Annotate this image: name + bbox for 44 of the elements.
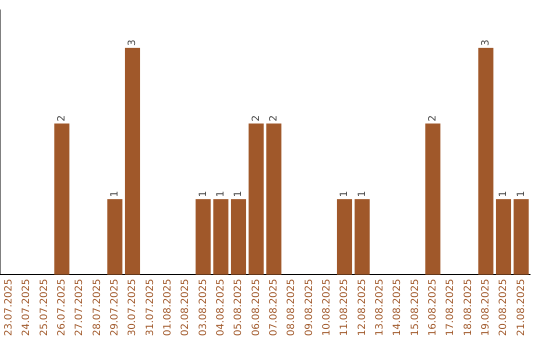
x-tick-label: 25.07.2025 xyxy=(38,278,50,336)
x-tick-label: 21.08.2025 xyxy=(516,278,527,336)
data-label: 2 xyxy=(427,115,438,122)
data-label: 2 xyxy=(250,115,262,122)
x-tick-label: 12.08.2025 xyxy=(356,278,368,336)
x-tick-label: 14.08.2025 xyxy=(392,278,404,336)
x-tick-label: 13.08.2025 xyxy=(374,278,386,336)
x-tick-label: 27.07.2025 xyxy=(74,278,86,336)
data-label: 2 xyxy=(56,115,68,122)
x-tick-label: 19.08.2025 xyxy=(480,278,492,336)
x-tick-label: 29.07.2025 xyxy=(109,278,120,336)
data-label: 3 xyxy=(127,39,138,46)
x-tick-label: 08.08.2025 xyxy=(286,278,298,336)
x-tick-label: 01.08.2025 xyxy=(162,278,174,336)
data-label: 3 xyxy=(480,39,492,46)
x-tick-label: 23.07.2025 xyxy=(3,278,14,336)
data-label: 1 xyxy=(198,190,209,198)
data-label: 1 xyxy=(516,190,527,198)
x-tick-label: 28.07.2025 xyxy=(92,278,103,336)
x-tick-label: 07.08.2025 xyxy=(268,278,280,336)
x-tick-label: 20.08.2025 xyxy=(498,278,510,336)
x-tick-label: 16.08.2025 xyxy=(427,278,438,336)
data-label: 1 xyxy=(339,190,350,198)
x-tick-label: 02.08.2025 xyxy=(180,278,192,336)
x-tick-label: 18.08.2025 xyxy=(462,278,474,336)
data-label: 2 xyxy=(268,115,280,122)
x-tick-label: 10.08.2025 xyxy=(321,278,332,336)
x-tick-label: 04.08.2025 xyxy=(215,278,226,336)
data-label: 1 xyxy=(109,190,120,198)
x-tick-label: 24.07.2025 xyxy=(21,278,32,336)
x-tick-label: 09.08.2025 xyxy=(304,278,315,336)
x-tick-label: 26.07.2025 xyxy=(56,278,68,336)
x-tick-label: 17.08.2025 xyxy=(445,278,456,336)
x-tick-label: 11.08.2025 xyxy=(339,278,350,336)
data-label: 1 xyxy=(233,190,244,198)
x-tick-label: 03.08.2025 xyxy=(198,278,209,336)
x-tick-label: 15.08.2025 xyxy=(410,278,421,336)
x-tick-label: 06.08.2025 xyxy=(250,278,262,336)
data-label: 1 xyxy=(498,190,510,198)
x-tick-label: 31.07.2025 xyxy=(144,278,156,336)
x-tick-label: 30.07.2025 xyxy=(127,278,138,336)
data-label: 1 xyxy=(215,190,226,198)
data-label: 1 xyxy=(356,190,368,198)
x-tick-label: 05.08.2025 xyxy=(233,278,244,336)
